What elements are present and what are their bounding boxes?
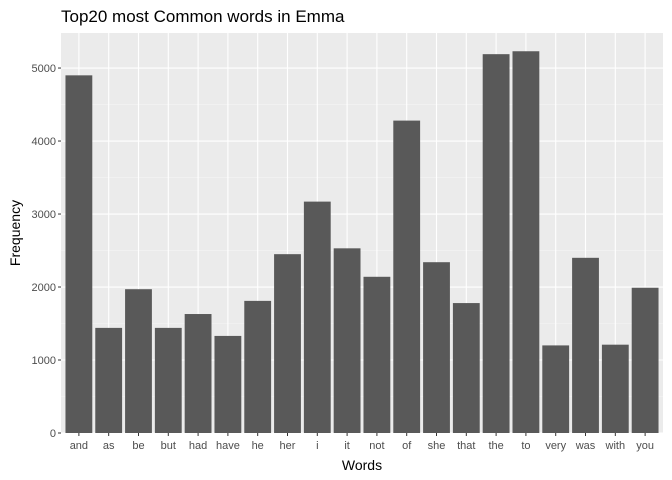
bars xyxy=(65,51,659,434)
x-tick-label: he xyxy=(252,440,264,452)
x-tick-label: the xyxy=(488,440,503,452)
bar-with xyxy=(601,344,629,433)
bar-had xyxy=(184,314,212,433)
bar-she xyxy=(423,262,450,433)
bar-her xyxy=(274,254,301,433)
y-tick-label: 0 xyxy=(50,428,56,440)
bar-as xyxy=(95,327,123,433)
x-axis-ticks: and as be but had have he her i it not of she that the… xyxy=(70,433,654,452)
bar-it xyxy=(333,248,361,433)
bar-you xyxy=(631,287,659,433)
y-tick-label: 5000 xyxy=(32,63,56,75)
x-tick-label: i xyxy=(316,440,318,452)
bar-that xyxy=(452,303,480,433)
x-tick-label: you xyxy=(636,440,654,452)
bar-to xyxy=(512,51,540,434)
bar-have xyxy=(214,335,242,433)
x-tick-label: as xyxy=(103,440,115,452)
bar-of xyxy=(393,120,421,433)
y-tick-label: 2000 xyxy=(32,282,56,294)
bar-the xyxy=(482,54,510,434)
x-tick-label: of xyxy=(402,440,412,452)
x-tick-label: very xyxy=(545,440,566,452)
bar-not xyxy=(363,276,391,433)
bar-was xyxy=(572,257,599,433)
x-tick-label: but xyxy=(161,440,176,452)
y-tick-label: 3000 xyxy=(32,209,56,221)
x-axis-title: Words xyxy=(342,457,382,473)
bar-but xyxy=(154,327,182,433)
x-tick-label: have xyxy=(216,440,240,452)
x-tick-label: and xyxy=(70,440,88,452)
x-tick-label: she xyxy=(428,440,446,452)
x-tick-label: not xyxy=(369,440,384,452)
bar-he xyxy=(244,300,272,433)
y-tick-label: 1000 xyxy=(32,355,56,367)
y-axis-title: Frequency xyxy=(7,200,23,266)
x-tick-label: it xyxy=(344,440,350,452)
bar-be xyxy=(125,289,152,433)
x-tick-label: be xyxy=(132,440,144,452)
bar-and xyxy=(65,75,93,434)
x-tick-label: had xyxy=(189,440,207,452)
x-tick-label: that xyxy=(457,440,475,452)
chart-title: Top20 most Common words in Emma xyxy=(61,7,345,26)
x-tick-label: to xyxy=(521,440,530,452)
x-tick-label: her xyxy=(280,440,296,452)
x-tick-label: with xyxy=(605,440,626,452)
y-axis-ticks: 0 1000 2000 3000 4000 5000 xyxy=(32,63,61,440)
x-tick-label: was xyxy=(575,440,596,452)
bar-very xyxy=(542,345,570,433)
y-tick-label: 4000 xyxy=(32,136,56,148)
bar-i xyxy=(303,201,331,433)
